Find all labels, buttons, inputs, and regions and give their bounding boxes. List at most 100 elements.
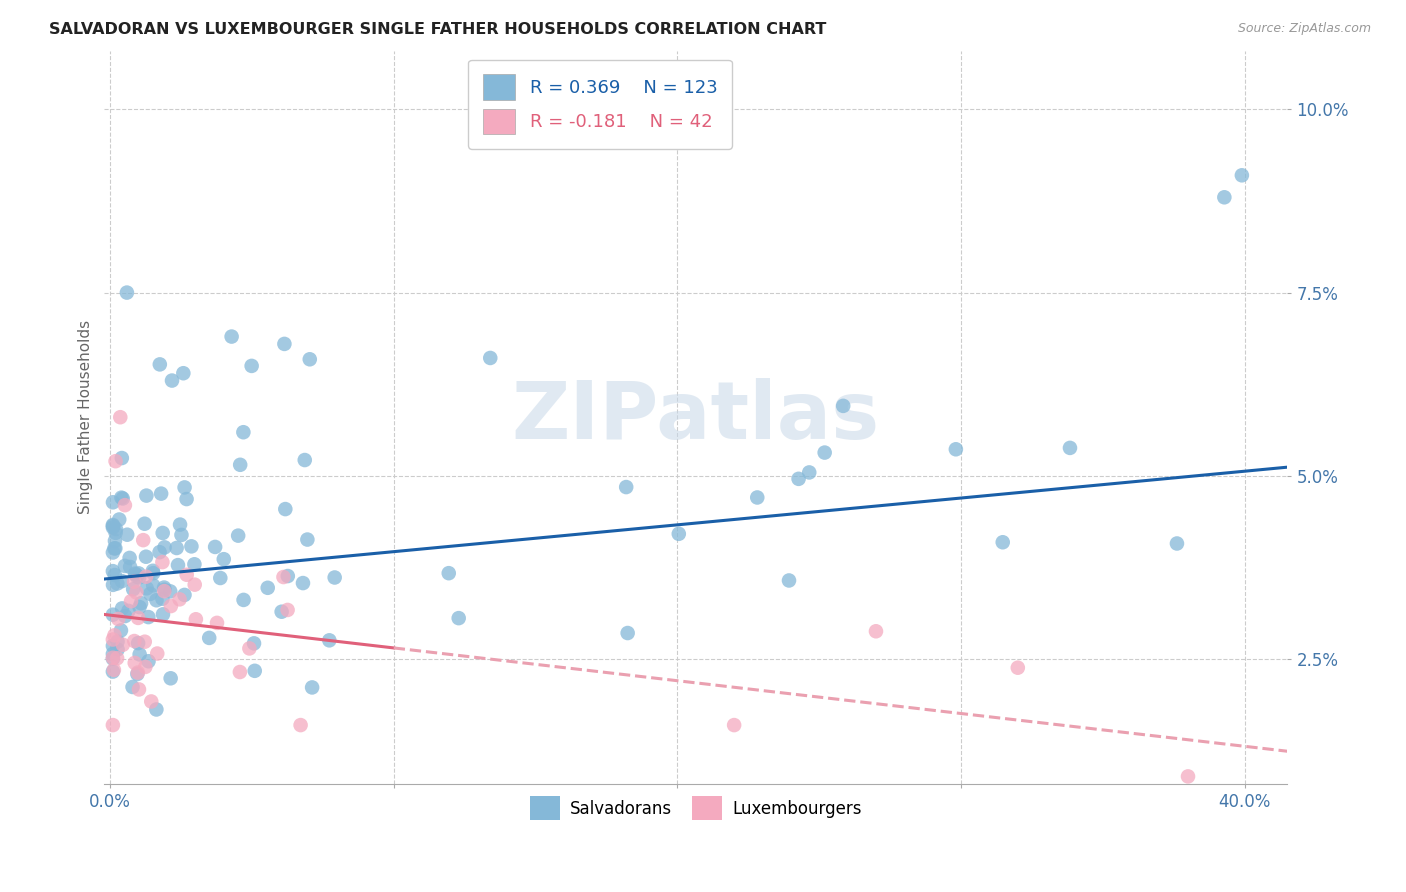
Point bbox=[110, 410, 132, 425]
Point bbox=[138, 654, 160, 668]
Point bbox=[128, 566, 150, 581]
Point bbox=[135, 570, 157, 584]
Point bbox=[166, 541, 188, 555]
Point bbox=[1230, 169, 1253, 183]
Point bbox=[104, 522, 127, 536]
Point bbox=[221, 329, 243, 343]
Point bbox=[101, 718, 124, 732]
Point bbox=[723, 718, 745, 732]
Point bbox=[101, 607, 124, 622]
Point bbox=[104, 454, 127, 468]
Point bbox=[204, 540, 226, 554]
Point bbox=[128, 648, 150, 662]
Point bbox=[118, 550, 141, 565]
Point bbox=[135, 582, 157, 596]
Point bbox=[1213, 190, 1236, 204]
Point bbox=[108, 512, 131, 526]
Point bbox=[134, 516, 156, 531]
Point bbox=[614, 480, 637, 494]
Point bbox=[787, 472, 810, 486]
Point bbox=[437, 566, 460, 581]
Point bbox=[107, 634, 129, 648]
Point bbox=[101, 545, 124, 559]
Point bbox=[103, 663, 125, 677]
Point bbox=[128, 570, 150, 584]
Point bbox=[159, 671, 181, 685]
Point bbox=[814, 445, 837, 459]
Point bbox=[142, 566, 165, 581]
Point bbox=[111, 574, 134, 588]
Point bbox=[101, 518, 124, 533]
Point bbox=[668, 526, 690, 541]
Point bbox=[125, 570, 148, 584]
Point bbox=[111, 450, 134, 465]
Text: SALVADORAN VS LUXEMBOURGER SINGLE FATHER HOUSEHOLDS CORRELATION CHART: SALVADORAN VS LUXEMBOURGER SINGLE FATHER… bbox=[49, 22, 827, 37]
Point bbox=[103, 628, 125, 642]
Point bbox=[101, 665, 124, 679]
Point bbox=[323, 570, 346, 584]
Point bbox=[103, 541, 125, 556]
Point bbox=[127, 667, 149, 681]
Point bbox=[124, 634, 146, 648]
Point bbox=[205, 615, 228, 630]
Point bbox=[180, 540, 202, 554]
Point bbox=[273, 337, 295, 351]
Point bbox=[115, 285, 138, 300]
Point bbox=[114, 498, 136, 512]
Point bbox=[124, 566, 146, 581]
Point bbox=[153, 582, 176, 597]
Point bbox=[1177, 769, 1199, 783]
Point bbox=[101, 564, 124, 578]
Point bbox=[149, 358, 172, 372]
Point bbox=[277, 603, 299, 617]
Point bbox=[170, 528, 193, 542]
Point bbox=[172, 366, 194, 380]
Point bbox=[832, 399, 855, 413]
Point bbox=[101, 578, 124, 592]
Point bbox=[173, 480, 195, 494]
Point bbox=[120, 594, 142, 608]
Point bbox=[294, 453, 316, 467]
Point bbox=[169, 517, 191, 532]
Point bbox=[139, 587, 162, 601]
Point bbox=[110, 624, 132, 638]
Point bbox=[184, 612, 207, 626]
Point bbox=[243, 664, 266, 678]
Point bbox=[152, 607, 174, 622]
Point bbox=[104, 541, 127, 556]
Point bbox=[132, 533, 155, 548]
Point bbox=[274, 502, 297, 516]
Point bbox=[298, 352, 321, 367]
Point bbox=[226, 528, 249, 542]
Point bbox=[138, 610, 160, 624]
Point bbox=[111, 638, 134, 652]
Point bbox=[129, 596, 152, 610]
Point bbox=[1166, 536, 1188, 550]
Point bbox=[152, 555, 174, 569]
Point bbox=[273, 570, 295, 584]
Point bbox=[101, 651, 124, 665]
Point bbox=[232, 425, 254, 440]
Point bbox=[127, 665, 149, 680]
Point bbox=[142, 564, 165, 578]
Point bbox=[101, 520, 124, 534]
Y-axis label: Single Father Households: Single Father Households bbox=[79, 320, 93, 515]
Point bbox=[128, 682, 150, 697]
Point bbox=[176, 491, 198, 506]
Point bbox=[152, 525, 174, 540]
Point bbox=[479, 351, 502, 365]
Point bbox=[101, 650, 124, 665]
Point bbox=[183, 577, 205, 591]
Point bbox=[945, 442, 967, 457]
Point bbox=[238, 641, 260, 656]
Point bbox=[127, 636, 149, 650]
Point bbox=[169, 592, 191, 607]
Point bbox=[232, 593, 254, 607]
Point bbox=[135, 549, 157, 564]
Point bbox=[209, 571, 232, 585]
Point bbox=[153, 541, 176, 555]
Point bbox=[141, 694, 163, 708]
Point bbox=[747, 491, 769, 505]
Point bbox=[159, 584, 181, 599]
Point bbox=[198, 631, 221, 645]
